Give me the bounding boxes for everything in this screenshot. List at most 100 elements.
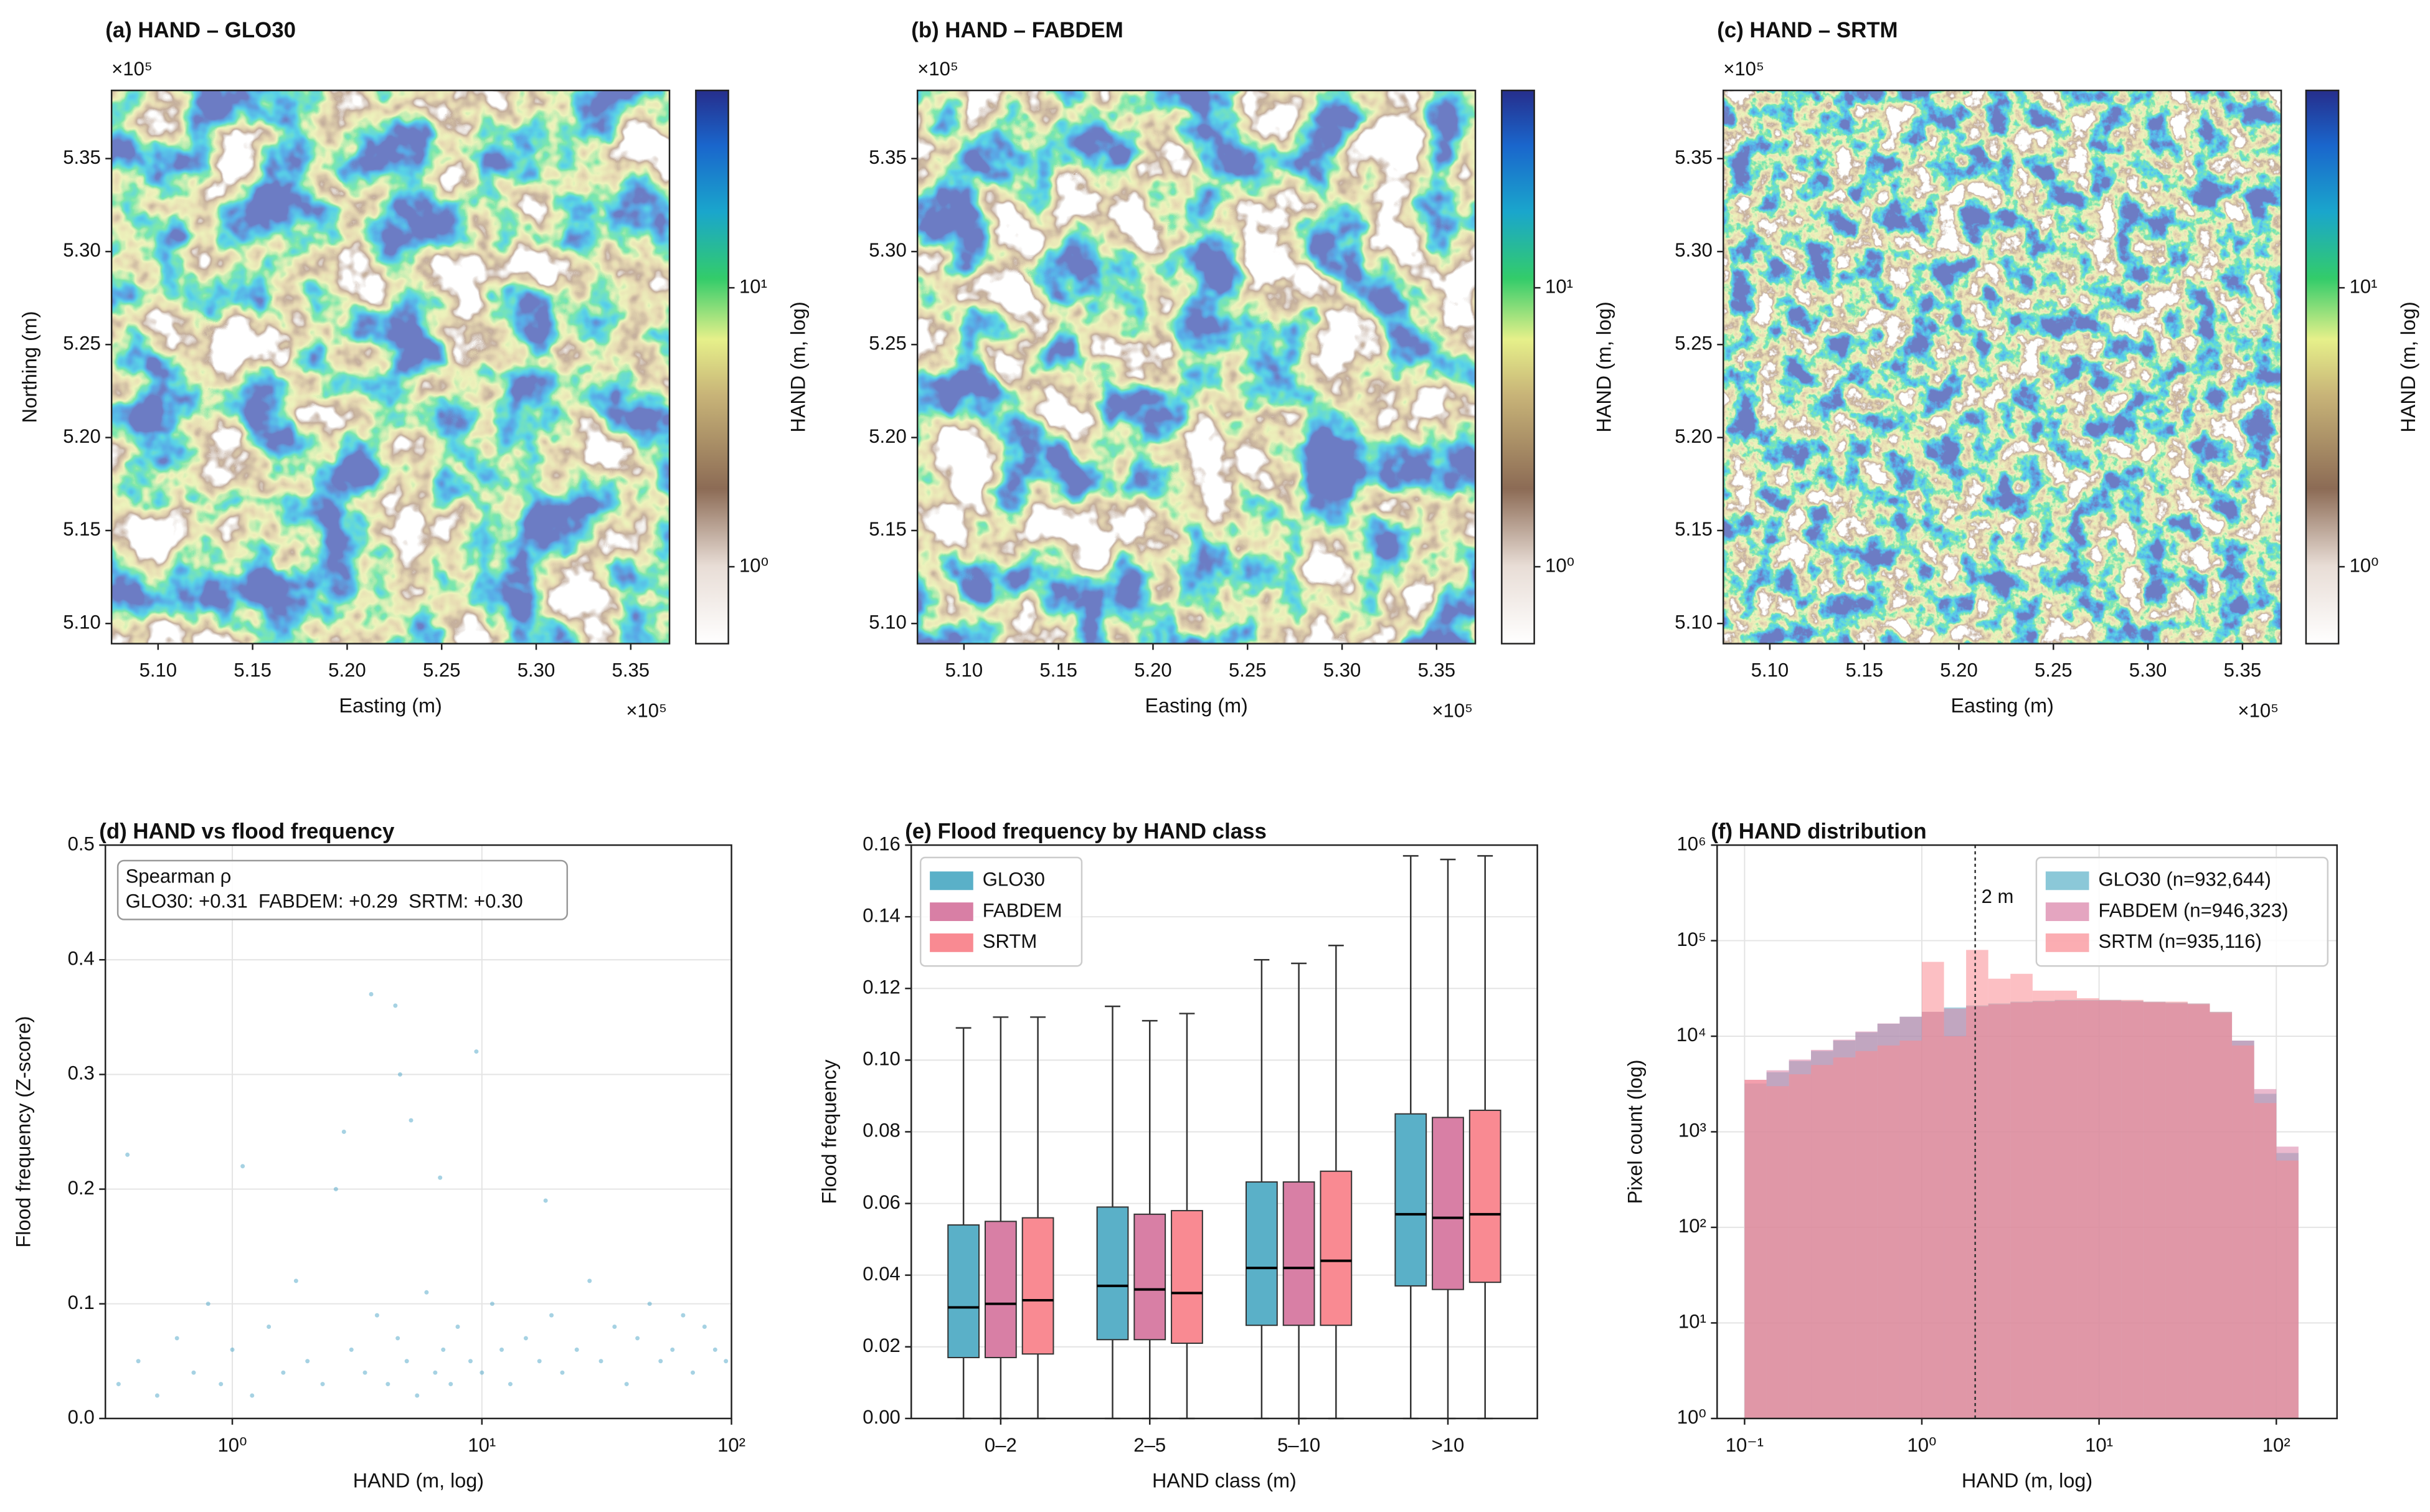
y-tick-label: 10⁵ bbox=[1676, 928, 1706, 950]
offset-label: ×10⁵ bbox=[1432, 699, 1473, 721]
x-tick-label: 10¹ bbox=[2085, 1434, 2113, 1456]
scatter-point bbox=[125, 1152, 130, 1157]
offset-label: ×10⁵ bbox=[2238, 699, 2279, 721]
scatter-point bbox=[647, 1302, 652, 1306]
y-tick-label: 0.4 bbox=[68, 947, 95, 969]
x-tick-label: 2–5 bbox=[1133, 1434, 1166, 1456]
axes-frame bbox=[1716, 844, 2338, 1420]
scatter-point bbox=[612, 1325, 617, 1330]
x-axis-label: HAND (m, log) bbox=[353, 1469, 484, 1491]
panel: (a) HAND – GLO30 Easting (m) Northing (m) 5… bbox=[18, 18, 809, 721]
axes-frame bbox=[110, 89, 671, 645]
x-tick-label: 5.20 bbox=[328, 659, 366, 681]
offset-label: ×10⁵ bbox=[1723, 58, 1764, 80]
y-tick-label: 10² bbox=[1678, 1215, 1706, 1237]
y-tick-label: 0.02 bbox=[863, 1335, 901, 1356]
y-axis-label: Northing (m) bbox=[18, 311, 40, 423]
x-tick-label: 10² bbox=[717, 1434, 745, 1456]
y-tick-label: 5.10 bbox=[1675, 611, 1713, 633]
x-tick-label: >10 bbox=[1432, 1434, 1465, 1456]
y-tick-label: 5.15 bbox=[869, 518, 907, 540]
panel-title: (d) HAND vs flood frequency bbox=[99, 819, 395, 843]
scatter-point bbox=[670, 1347, 675, 1352]
histogram-bar bbox=[1855, 1051, 1878, 1419]
x-tick-label: 5.10 bbox=[945, 659, 983, 681]
box bbox=[1394, 1113, 1427, 1287]
axes-frame bbox=[104, 844, 732, 1420]
legend-swatch bbox=[2045, 902, 2089, 922]
scatter-point bbox=[174, 1336, 179, 1341]
scatter-point bbox=[560, 1370, 565, 1375]
hand-raster bbox=[1723, 90, 2282, 644]
legend-label: SRTM (n=935,116) bbox=[2098, 930, 2261, 952]
histogram-bar bbox=[1811, 1065, 1833, 1419]
scatter-point bbox=[635, 1336, 640, 1341]
scatter-point bbox=[448, 1382, 453, 1387]
legend-label: SRTM bbox=[983, 930, 1038, 952]
scatter-point bbox=[438, 1175, 443, 1180]
x-tick-label: 10¹ bbox=[468, 1434, 496, 1456]
annotation-box bbox=[116, 859, 569, 920]
axes-frame bbox=[916, 89, 1477, 645]
panel-title: (e) Flood frequency by HAND class bbox=[905, 819, 1267, 843]
histogram-bar bbox=[2254, 1103, 2277, 1419]
scatter-point bbox=[393, 1003, 398, 1008]
scatter-point bbox=[474, 1049, 479, 1054]
y-tick-label: 10⁶ bbox=[1676, 833, 1706, 854]
histogram-bar bbox=[1899, 1041, 1922, 1419]
histogram-bar bbox=[2187, 1003, 2210, 1419]
scatter-point bbox=[267, 1325, 272, 1330]
scatter-point bbox=[333, 1187, 338, 1192]
scatter-point bbox=[369, 992, 374, 996]
annotation-title: Spearman ρ bbox=[126, 866, 232, 887]
box bbox=[1246, 1181, 1278, 1326]
y-tick-label: 5.20 bbox=[869, 425, 907, 447]
y-tick-label: 5.35 bbox=[869, 146, 907, 168]
hand-raster bbox=[111, 90, 670, 644]
scatter-point bbox=[455, 1325, 460, 1330]
scatter-point bbox=[508, 1382, 513, 1387]
y-tick-label: 0.3 bbox=[68, 1062, 95, 1084]
x-tick-label: 5–10 bbox=[1277, 1434, 1320, 1456]
x-tick-label: 5.10 bbox=[1751, 659, 1789, 681]
scatter-point bbox=[191, 1370, 196, 1375]
y-axis-label: Pixel count (log) bbox=[1624, 1060, 1646, 1204]
histogram-bar bbox=[2077, 998, 2099, 1419]
scatter-point bbox=[397, 1072, 402, 1077]
y-tick-label: 5.10 bbox=[869, 611, 907, 633]
y-tick-label: 0.10 bbox=[863, 1048, 901, 1070]
histogram-bar bbox=[2032, 990, 2055, 1419]
histogram-bar bbox=[1988, 978, 2011, 1419]
box bbox=[1096, 1206, 1129, 1341]
scatter-point bbox=[349, 1347, 354, 1352]
box bbox=[1021, 1217, 1054, 1355]
x-tick-label: 5.25 bbox=[423, 659, 461, 681]
scatter-point bbox=[441, 1347, 446, 1352]
colorbar-tick-label: 10¹ bbox=[1545, 275, 1573, 297]
x-tick-label: 5.25 bbox=[1229, 659, 1267, 681]
colorbar-label: HAND (m, log) bbox=[787, 301, 810, 432]
scatter-point bbox=[574, 1347, 579, 1352]
scatter-point bbox=[281, 1370, 286, 1375]
y-tick-label: 10¹ bbox=[1678, 1311, 1706, 1333]
y-tick-label: 10⁰ bbox=[1677, 1406, 1706, 1428]
box bbox=[1282, 1181, 1315, 1326]
histogram-bar bbox=[2099, 999, 2122, 1419]
y-axis-label: Flood frequency (Z-score) bbox=[12, 1016, 34, 1247]
scatter-point bbox=[293, 1278, 298, 1283]
scatter-point bbox=[206, 1302, 210, 1306]
panel: (b) HAND – FABDEM Easting (m) 5.10 5.15 5.20… bbox=[869, 18, 1615, 721]
scatter-point bbox=[305, 1359, 310, 1364]
scatter-point bbox=[523, 1336, 528, 1341]
panel: (c) HAND – SRTM Easting (m) 5.10 5.15 5.20 5.… bbox=[1675, 18, 2419, 721]
x-axis-label: HAND class (m) bbox=[1152, 1469, 1297, 1491]
y-tick-label: 10⁴ bbox=[1676, 1024, 1706, 1046]
box bbox=[984, 1221, 1017, 1359]
plot-area bbox=[917, 90, 1476, 644]
axes-frame bbox=[910, 844, 1538, 1420]
scatter-point bbox=[537, 1359, 542, 1364]
scatter-point bbox=[424, 1290, 429, 1295]
scatter-point bbox=[415, 1393, 420, 1398]
histogram-bar bbox=[2232, 1045, 2254, 1419]
